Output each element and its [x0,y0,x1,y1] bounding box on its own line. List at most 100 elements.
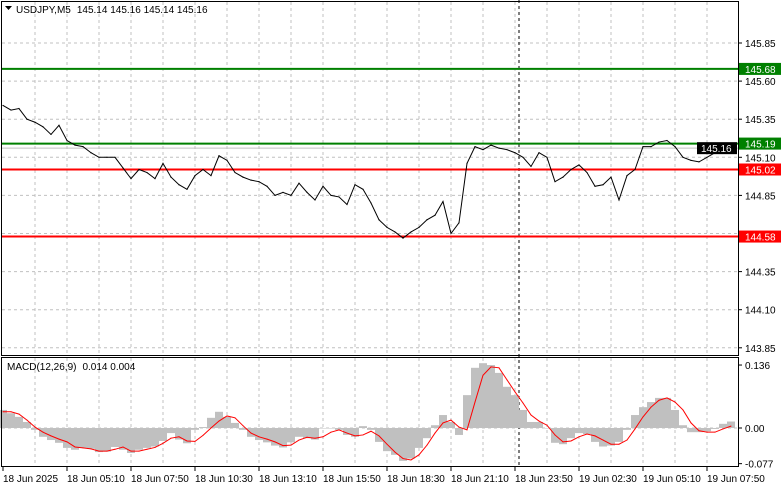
price-point [290,194,292,196]
macd-histogram-bar [175,428,183,440]
macd-tick-label: -0.077 [745,460,774,471]
price-point [306,191,308,193]
signal-point [530,414,532,416]
signal-point [610,443,612,445]
signal-point [282,445,284,447]
price-point [634,168,636,171]
level-price-box [739,137,781,150]
macd-histogram-bar [463,395,471,428]
price-point [410,231,412,233]
macd-histogram-bar [679,425,687,428]
price-point [218,155,220,157]
price-point [170,176,172,178]
signal-point [82,447,84,449]
price-tick-label: 144.85 [745,191,776,202]
signal-point [90,448,92,450]
signal-point [314,437,316,439]
price-tick-label: 145.85 [745,39,776,50]
level-price-box [739,163,781,176]
level-lines[interactable] [2,67,738,238]
macd-label: MACD(12,26,9) [7,362,76,373]
price-point [122,167,124,169]
macd-histogram-bar [79,428,87,448]
macd-histogram-bar [151,428,159,447]
macd-histogram-bar [335,428,343,430]
price-point [146,171,148,174]
macd-histogram-bar [535,421,543,428]
signal-point [370,430,372,432]
price-point [610,176,612,178]
macd-histogram-bar [247,428,255,437]
price-point [10,109,12,111]
macd-histogram-bar [287,428,295,443]
symbol-label: USDJPY,M5 [16,5,71,16]
price-grid [2,2,738,355]
signal-point [130,450,132,452]
bid-price-box [697,142,737,155]
price-point [562,176,564,178]
price-point [538,152,540,154]
macd-histogram-bar [727,421,735,428]
price-point [514,152,516,154]
price-point [434,214,436,216]
macd-histogram-bar [111,428,119,447]
signal-point [730,425,732,427]
macd-histogram-bar [703,428,711,432]
macd-histogram-bar [327,428,335,429]
macd-tick-label: 0.136 [745,361,770,372]
price-point [450,232,452,235]
macd-histogram-bar [391,428,399,455]
signal-point [482,374,484,376]
macd-histogram-bar [7,413,15,428]
price-point [266,185,268,187]
signal-point [290,444,292,446]
macd-histogram-bar [471,367,479,428]
ohlc-values: 145.14 145.16 145.14 145.16 [77,5,208,16]
signal-point [98,450,100,452]
macd-histogram-bar [311,428,319,440]
macd-histogram-bar [279,428,287,448]
price-point [418,226,420,229]
signal-point [722,428,724,430]
price-point [594,185,596,187]
signal-point [226,415,228,417]
signal-point [210,427,212,429]
signal-point [66,441,68,443]
macd-values: 0.014 0.004 [82,362,135,373]
main-pane-frame [1,1,739,356]
price-point [554,181,556,183]
signal-point [682,409,684,411]
price-point [42,126,44,128]
price-point [66,139,68,142]
signal-point [186,440,188,442]
price-point [402,237,404,239]
signal-point [266,438,268,440]
price-point [706,156,708,158]
signal-point [178,436,180,438]
macd-histogram-bar [711,428,719,429]
signal-point [602,439,604,441]
macd-histogram-bar [415,428,423,448]
macd-histogram-bar [511,395,519,428]
price-point [682,156,684,158]
price-point [90,152,92,154]
macd-histogram-bar [207,417,215,428]
time-tick-label: 18 Jun 23:50 [515,474,573,485]
price-point [98,156,100,158]
triangle-down-icon[interactable] [5,6,12,10]
signal-point [650,406,652,408]
price-point [234,171,236,174]
level-price-label: 145.02 [745,165,776,176]
signal-point [402,458,404,460]
level-price-label: 144.58 [745,233,776,244]
signal-point [458,426,460,428]
macd-signal-series [2,366,732,461]
macd-histogram-bar [503,386,511,428]
price-point [698,161,700,163]
price-point [394,231,396,233]
price-tick-label: 143.85 [745,344,776,355]
signal-point [514,391,516,393]
macd-histogram-bar [687,428,695,433]
price-point [626,174,628,177]
